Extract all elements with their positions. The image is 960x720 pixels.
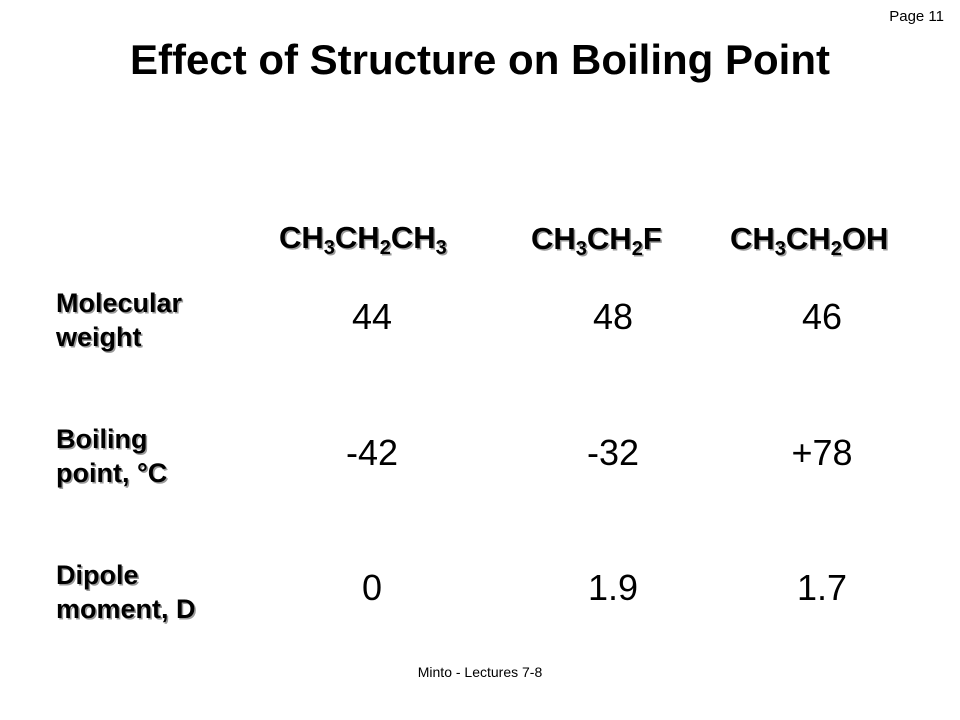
cell-molecular-weight-ethanol: 46 [801,296,843,337]
row-label-line: point, °C [56,458,168,488]
formula-text: CH [279,220,324,255]
formula-text: CH [730,221,775,256]
formula-subscript: 3 [774,238,786,260]
formula-subscript: 3 [435,237,447,259]
cell-boiling-point-ethanol: +78 [791,432,853,473]
footer: Minto - Lectures 7-8 [417,664,543,680]
row-label-line: Dipole [56,560,139,590]
page-number: Page 11 [889,8,944,25]
cell-dipole-moment-propane: 0 [361,567,383,608]
row-label-line: Molecular [56,288,183,318]
row-label-line: Boiling [56,424,148,454]
page-title: Effect of Structure on Boiling Point [130,36,830,83]
formula-subscript: 3 [575,238,587,260]
row-label-boiling-point: Boiling point, °C [56,422,167,490]
formula-subscript: 2 [830,238,842,260]
formula-ethanol: CH3CH2OH [730,221,889,260]
formula-text: CH [531,221,576,256]
formula-text: CH [785,221,831,256]
formula-text: OH [841,221,889,256]
formula-text: CH [390,220,436,255]
cell-boiling-point-propane: -42 [345,432,399,473]
formula-subscript: 2 [379,237,391,259]
formula-subscript: 3 [323,237,335,259]
cell-dipole-moment-ethanol: 1.7 [796,567,848,608]
formula-propane: CH3CH2CH3 [279,220,447,259]
formula-text: CH [586,221,632,256]
cell-dipole-moment-fluoroethane: 1.9 [587,567,639,608]
formula-text: CH [334,220,380,255]
formula-fluoroethane: CH3CH2F [531,221,662,260]
cell-molecular-weight-propane: 44 [351,296,393,337]
row-label-line: moment, D [56,594,196,624]
row-label-dipole-moment: Dipole moment, D [56,558,196,626]
cell-molecular-weight-fluoroethane: 48 [592,296,634,337]
formula-text: F [642,221,662,256]
cell-boiling-point-fluoroethane: -32 [586,432,640,473]
row-label-line: weight [56,322,142,352]
row-label-molecular-weight: Molecular weight [56,286,182,354]
formula-subscript: 2 [631,238,643,260]
